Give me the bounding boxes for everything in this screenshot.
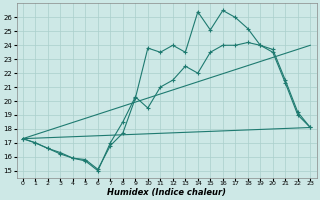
X-axis label: Humidex (Indice chaleur): Humidex (Indice chaleur)	[107, 188, 226, 197]
